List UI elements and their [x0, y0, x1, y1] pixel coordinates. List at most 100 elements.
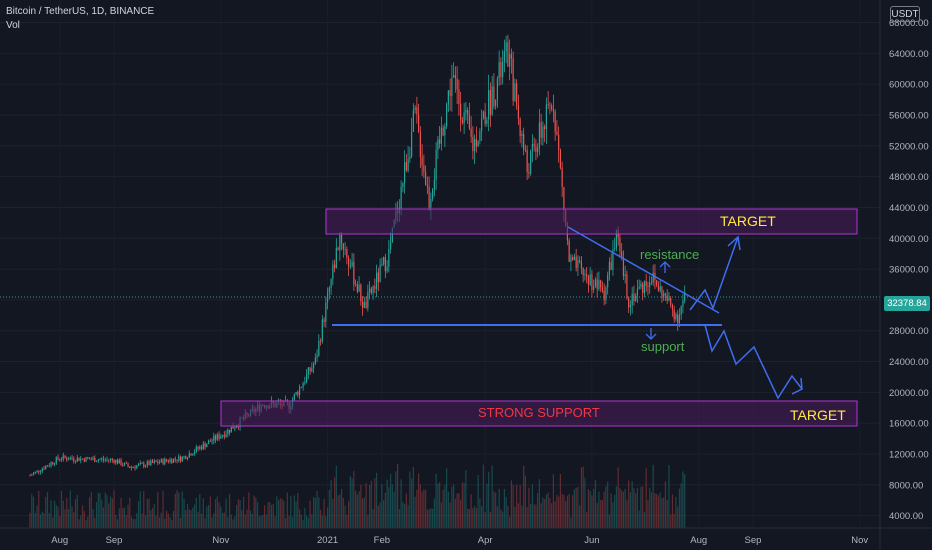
candle-body [351, 261, 353, 267]
candle-body [463, 112, 465, 123]
volume-bar [358, 491, 360, 528]
candle-body [92, 457, 94, 460]
volume-bar [291, 517, 294, 528]
volume-bar [185, 510, 187, 528]
candle-body [412, 110, 414, 132]
volume-bar [319, 509, 322, 528]
candle-body [568, 240, 570, 262]
volume-bar [482, 464, 484, 528]
candle-body [181, 457, 183, 462]
volume-bar [53, 500, 56, 528]
volume-bar [62, 500, 64, 528]
volume-bar [326, 507, 329, 528]
candle-body [495, 99, 497, 107]
volume-bar [209, 496, 211, 528]
volume-bar [111, 498, 113, 528]
candle-body [608, 261, 611, 276]
candle-body [325, 302, 327, 322]
volume-bar [572, 494, 574, 528]
candle-body [633, 293, 635, 302]
candle-body [493, 86, 495, 107]
volume-bar [302, 519, 304, 528]
volume-bar [351, 478, 353, 528]
volume-bar [211, 517, 213, 528]
candle-body [153, 460, 155, 463]
volume-bar [241, 510, 243, 528]
candle-body [383, 257, 385, 264]
volume-bar [673, 513, 675, 528]
candle-body [435, 150, 437, 180]
volume-bar [234, 516, 236, 528]
candle-body [295, 391, 297, 395]
x-tick-label: Feb [374, 535, 390, 546]
candle-body [442, 127, 444, 136]
symbol-header[interactable]: Bitcoin / TetherUS, 1D, BINANCE [6, 6, 155, 17]
candle-body [232, 426, 234, 429]
candle-body [577, 260, 579, 268]
candle-body [81, 458, 84, 460]
candle-body [391, 227, 393, 243]
candle-body [45, 465, 47, 470]
candle-body [670, 297, 672, 305]
volume-bar [636, 488, 639, 528]
target-zone [325, 208, 858, 235]
candle-body [526, 150, 528, 172]
volume-bar [456, 493, 458, 528]
volume-bar [554, 501, 556, 528]
candle-body [663, 293, 665, 298]
candle-body [386, 266, 388, 272]
candle-body [537, 148, 539, 153]
volume-bar [199, 494, 201, 528]
currency-badge[interactable]: USDT [890, 6, 920, 22]
volume-bar [349, 476, 351, 528]
volume-bar [517, 503, 519, 528]
volume-bar [195, 497, 197, 528]
candle-body [650, 282, 653, 284]
volume-bar [593, 488, 595, 528]
volume-bar [418, 473, 420, 528]
y-tick-label: 36000.00 [889, 265, 929, 276]
candle-body [369, 288, 371, 293]
volume-bar [325, 515, 327, 528]
candle-body [328, 287, 330, 292]
volume-bar [333, 477, 336, 528]
volume-bar [328, 490, 330, 528]
volume-bar [309, 500, 311, 528]
volume-bar [402, 502, 404, 528]
volume-bar [123, 507, 126, 528]
volume-bar [652, 464, 654, 528]
zones [220, 208, 858, 427]
volume-bar [519, 485, 521, 528]
volume-bar [340, 489, 343, 528]
candle-body [461, 120, 463, 123]
candle-body [192, 454, 194, 456]
candle-body [237, 426, 239, 428]
candle-body [407, 159, 409, 171]
x-tick-label: 2021 [317, 535, 338, 546]
volume-bar [393, 491, 395, 528]
candle-body [542, 126, 544, 138]
candle-body [141, 463, 143, 464]
candle-body [647, 285, 649, 287]
candle-body [558, 134, 560, 150]
volume-bar [521, 505, 523, 528]
candle-body [678, 314, 681, 324]
volume-indicator-label[interactable]: Vol [6, 20, 20, 31]
volume-bar [312, 497, 315, 528]
volume-bar [633, 488, 635, 528]
volume-bar [284, 518, 287, 528]
candle-body [559, 149, 562, 168]
volume-bar [535, 504, 537, 528]
volume-bar [150, 509, 152, 528]
candle-body [193, 451, 196, 455]
volume-bar [235, 505, 238, 528]
candle-body [213, 435, 215, 441]
candle-body [474, 139, 476, 152]
candle-body [516, 83, 518, 106]
candle-body [432, 189, 434, 200]
volume-bar [423, 489, 425, 528]
volume-bar [446, 468, 448, 528]
candle-body [132, 467, 134, 468]
